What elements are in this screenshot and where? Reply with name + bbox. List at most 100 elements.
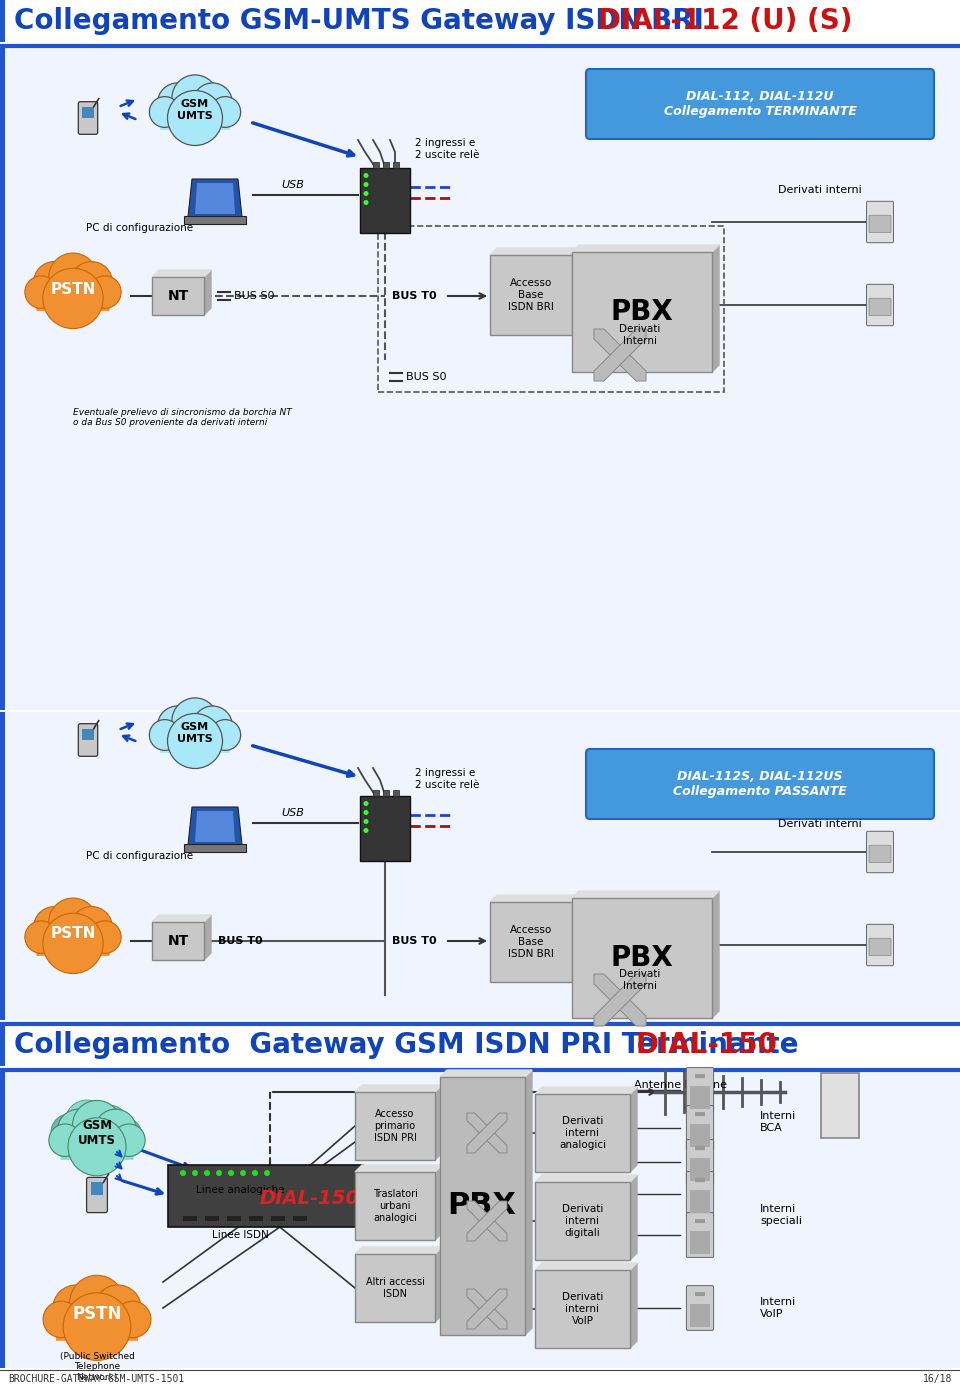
Circle shape [112, 1125, 145, 1156]
Polygon shape [195, 810, 235, 842]
Text: GSM
UMTS: GSM UMTS [78, 1119, 116, 1147]
FancyBboxPatch shape [79, 101, 98, 135]
Circle shape [180, 1170, 186, 1176]
Polygon shape [712, 891, 719, 1017]
FancyBboxPatch shape [690, 1190, 710, 1213]
Circle shape [167, 90, 223, 146]
Text: Collegamento  Gateway GSM ISDN PRI Terminante: Collegamento Gateway GSM ISDN PRI Termin… [14, 1031, 808, 1059]
Text: 2 ingressi e
2 uscite relè: 2 ingressi e 2 uscite relè [415, 769, 479, 790]
Polygon shape [467, 1201, 507, 1241]
Text: Linee ISDN: Linee ISDN [211, 1230, 269, 1240]
FancyBboxPatch shape [79, 724, 98, 756]
Circle shape [364, 801, 369, 806]
Polygon shape [572, 247, 579, 335]
Text: Interni
BCA: Interni BCA [760, 1111, 796, 1133]
FancyBboxPatch shape [535, 1094, 630, 1172]
Text: Derivati interni: Derivati interni [779, 185, 862, 195]
FancyBboxPatch shape [355, 1172, 435, 1240]
Circle shape [63, 1293, 131, 1361]
Polygon shape [630, 1087, 637, 1172]
Circle shape [216, 1170, 222, 1176]
FancyBboxPatch shape [90, 1183, 104, 1195]
FancyBboxPatch shape [0, 712, 5, 1020]
FancyBboxPatch shape [695, 1219, 705, 1223]
FancyBboxPatch shape [535, 1270, 630, 1348]
Text: GSM
UMTS: GSM UMTS [178, 99, 213, 121]
Circle shape [210, 96, 241, 128]
Text: Traslatori
urbani
analogici: Traslatori urbani analogici [372, 1190, 418, 1223]
Text: DIAL-112, DIAL-112U
Collegamento TERMINANTE: DIAL-112, DIAL-112U Collegamento TERMINA… [663, 90, 856, 118]
FancyBboxPatch shape [690, 1086, 710, 1109]
Circle shape [157, 83, 197, 122]
FancyBboxPatch shape [383, 790, 389, 795]
FancyBboxPatch shape [37, 933, 109, 955]
Text: USB: USB [281, 808, 304, 817]
Polygon shape [490, 895, 579, 902]
Polygon shape [630, 1175, 637, 1259]
Text: USB: USB [281, 179, 304, 190]
Polygon shape [467, 1113, 507, 1152]
Polygon shape [535, 1264, 637, 1270]
Polygon shape [467, 1289, 507, 1329]
Text: Interni
speciali: Interni speciali [760, 1204, 802, 1226]
FancyBboxPatch shape [695, 1112, 705, 1116]
Polygon shape [152, 915, 211, 922]
Circle shape [25, 920, 58, 954]
Circle shape [58, 1109, 99, 1151]
FancyBboxPatch shape [695, 1293, 705, 1295]
Circle shape [51, 1113, 87, 1150]
FancyBboxPatch shape [373, 790, 379, 795]
FancyBboxPatch shape [0, 1070, 960, 1368]
Circle shape [364, 810, 369, 815]
FancyBboxPatch shape [184, 215, 246, 224]
FancyBboxPatch shape [168, 1165, 363, 1227]
Circle shape [364, 828, 369, 833]
Text: DIAL-112 (U) (S): DIAL-112 (U) (S) [598, 7, 852, 35]
FancyBboxPatch shape [183, 1216, 197, 1220]
FancyBboxPatch shape [440, 1077, 525, 1334]
Polygon shape [525, 1070, 532, 1334]
FancyBboxPatch shape [690, 1304, 710, 1327]
FancyBboxPatch shape [83, 728, 94, 739]
Circle shape [49, 253, 97, 302]
FancyBboxPatch shape [355, 1254, 435, 1322]
Circle shape [34, 906, 75, 948]
Polygon shape [355, 1086, 442, 1093]
Polygon shape [188, 808, 242, 845]
Text: Eventuale prelievo di sincronismo da borchia NT
o da Bus S0 proveniente da deriv: Eventuale prelievo di sincronismo da bor… [73, 409, 292, 427]
Circle shape [364, 819, 369, 824]
Circle shape [53, 1284, 100, 1332]
Circle shape [94, 1284, 141, 1332]
Text: BUS T0: BUS T0 [392, 935, 437, 947]
Circle shape [192, 1170, 198, 1176]
Polygon shape [435, 1165, 442, 1240]
Polygon shape [355, 1165, 442, 1172]
FancyBboxPatch shape [0, 0, 960, 42]
FancyBboxPatch shape [83, 107, 94, 118]
FancyBboxPatch shape [690, 1125, 710, 1147]
FancyBboxPatch shape [393, 790, 399, 795]
Polygon shape [188, 179, 242, 217]
Polygon shape [195, 183, 235, 214]
Polygon shape [440, 1070, 532, 1077]
Text: BUS S0: BUS S0 [234, 291, 275, 302]
FancyBboxPatch shape [686, 1068, 713, 1112]
Polygon shape [594, 329, 646, 381]
Text: DIAL-150: DIAL-150 [260, 1188, 360, 1208]
FancyBboxPatch shape [0, 1024, 960, 1066]
Text: PBX: PBX [611, 944, 673, 972]
FancyBboxPatch shape [686, 1105, 713, 1151]
FancyBboxPatch shape [686, 1172, 713, 1216]
Circle shape [70, 1275, 124, 1330]
Polygon shape [490, 247, 579, 254]
Circle shape [193, 706, 232, 745]
FancyBboxPatch shape [249, 1216, 263, 1220]
Circle shape [210, 720, 241, 751]
Text: Derivati
Interni: Derivati Interni [619, 324, 660, 346]
FancyBboxPatch shape [360, 795, 410, 860]
FancyBboxPatch shape [867, 202, 894, 243]
Text: PBX: PBX [611, 297, 673, 327]
Polygon shape [594, 974, 646, 1026]
Polygon shape [630, 1264, 637, 1348]
FancyBboxPatch shape [205, 1216, 219, 1220]
